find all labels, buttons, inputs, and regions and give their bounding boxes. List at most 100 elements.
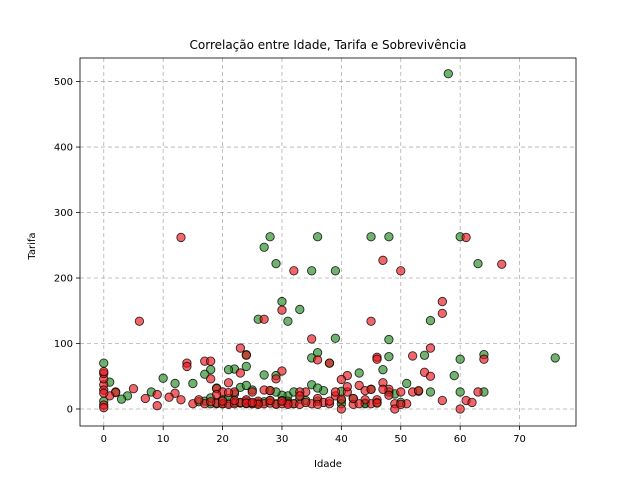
died-point — [461, 232, 471, 243]
survived-point — [271, 258, 281, 269]
survived-point — [384, 232, 394, 242]
survived-point — [265, 232, 275, 242]
x-tick-label: 10 — [157, 434, 170, 445]
y-tick-label: 100 — [54, 339, 73, 350]
died-point — [247, 387, 257, 397]
died-point — [348, 393, 358, 404]
survived-point — [550, 353, 560, 363]
y-tick-label: 500 — [54, 77, 73, 88]
died-point — [497, 259, 507, 269]
died-point — [372, 354, 382, 364]
died-point — [99, 403, 109, 413]
died-point — [271, 374, 281, 384]
survived-point — [283, 316, 293, 326]
died-point — [425, 371, 436, 381]
died-point — [366, 316, 376, 326]
survived-point — [295, 304, 305, 315]
died-point — [467, 397, 477, 408]
died-point — [134, 316, 145, 326]
died-point — [324, 358, 335, 368]
died-point — [229, 395, 240, 406]
died-point — [354, 399, 364, 409]
died-point — [235, 343, 246, 353]
died-point — [277, 366, 287, 376]
died-point — [378, 384, 388, 394]
x-tick-label: 50 — [394, 434, 407, 445]
died-point — [336, 404, 347, 414]
x-tick-label: 20 — [216, 434, 229, 445]
survived-point — [354, 368, 364, 378]
died-point — [354, 380, 364, 391]
survived-point — [312, 232, 323, 242]
survived-point — [330, 333, 341, 343]
died-point — [396, 266, 406, 276]
died-point — [176, 395, 186, 405]
survived-point — [402, 378, 412, 389]
plot-frame — [79, 57, 577, 427]
y-axis-label: Tarifa — [27, 232, 38, 260]
died-point — [324, 396, 335, 406]
died-point — [206, 356, 216, 366]
survived-point — [277, 296, 287, 307]
died-point — [407, 351, 418, 361]
died-point — [413, 385, 424, 396]
died-point — [479, 354, 489, 364]
survived-point — [99, 358, 109, 368]
died-point — [396, 399, 406, 410]
died-point — [140, 393, 150, 404]
died-point — [206, 397, 216, 407]
died-point — [223, 378, 234, 388]
died-point — [265, 385, 275, 396]
survived-point — [449, 370, 459, 381]
died-point — [99, 388, 109, 398]
died-point — [99, 367, 109, 377]
died-point — [301, 397, 311, 408]
died-point — [473, 387, 483, 397]
chart-title: Correlação entre Idade, Tarifa e Sobrevi… — [190, 38, 467, 52]
died-point — [396, 387, 406, 397]
died-point — [176, 232, 186, 243]
survived-point — [223, 365, 234, 375]
y-tick-label: 300 — [54, 208, 73, 219]
survived-point — [312, 383, 323, 393]
died-point — [217, 396, 228, 406]
y-tick-label: 0 — [67, 404, 73, 415]
died-point — [289, 266, 299, 276]
y-tick-label: 200 — [54, 274, 73, 285]
died-point — [336, 394, 347, 404]
survived-point — [170, 378, 180, 389]
data-points — [99, 69, 560, 414]
survived-point — [241, 380, 251, 391]
died-point — [194, 395, 204, 405]
died-point — [182, 361, 192, 372]
died-point — [223, 387, 234, 398]
survived-point — [419, 350, 430, 360]
died-point — [437, 296, 447, 307]
y-axis-ticks: 0 100 200 300 400 500 — [54, 77, 80, 415]
x-tick-label: 60 — [454, 434, 467, 445]
died-point — [378, 255, 388, 265]
survived-point — [384, 351, 394, 362]
died-point — [312, 399, 323, 410]
x-tick-label: 0 — [101, 434, 107, 445]
survived-point — [455, 354, 465, 364]
x-tick-label: 40 — [335, 434, 348, 445]
died-point — [164, 392, 174, 402]
died-point — [152, 401, 162, 411]
survived-point — [259, 242, 269, 252]
survived-point — [425, 315, 436, 326]
died-point — [312, 355, 323, 365]
died-point — [425, 343, 436, 353]
died-point — [211, 389, 222, 400]
survived-point — [188, 378, 198, 389]
died-point — [235, 368, 246, 378]
x-tick-label: 70 — [513, 434, 526, 445]
died-point — [277, 305, 287, 315]
died-point — [152, 389, 162, 400]
survived-point — [330, 266, 341, 276]
died-point — [206, 374, 216, 384]
died-point — [307, 334, 317, 344]
survived-point — [366, 232, 376, 242]
died-point — [247, 397, 257, 408]
